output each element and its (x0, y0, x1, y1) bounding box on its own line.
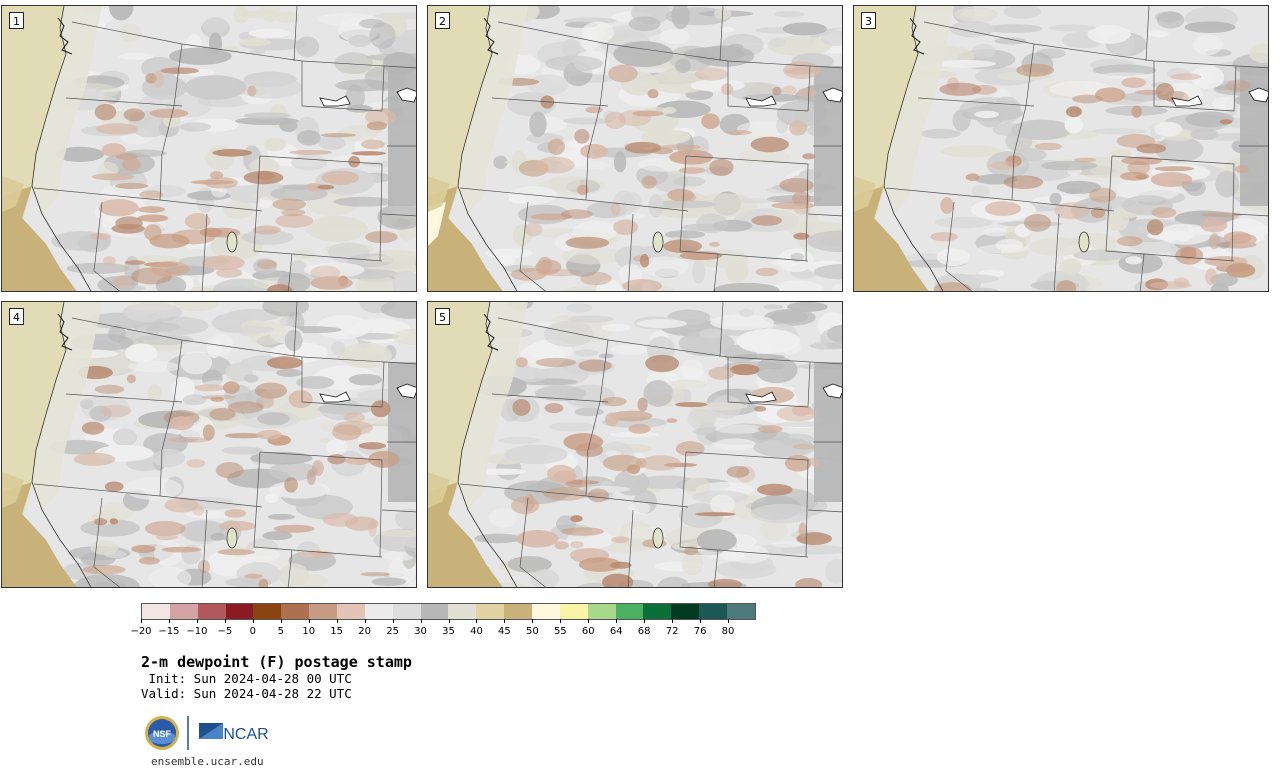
colorbar-segment (225, 604, 254, 619)
init-time: Init: Sun 2024-04-28 00 UTC (141, 671, 352, 686)
colorbar-segment (476, 604, 505, 619)
colorbar-tick-label: 20 (358, 626, 371, 637)
dewpoint-map (2, 302, 416, 587)
colorbar-tick-label: 0 (249, 626, 256, 637)
colorbar-tick-label: 80 (721, 626, 735, 637)
colorbar-segment (392, 604, 421, 619)
valid-time: Valid: Sun 2024-04-28 22 UTC (141, 686, 352, 701)
colorbar-tick-label: 45 (498, 626, 511, 637)
stamp-member-label: 1 (9, 12, 24, 29)
colorbar-segment (337, 604, 365, 619)
colorbar-tick-mark (364, 619, 366, 623)
colorbar-segment (671, 604, 700, 619)
colorbar-tick-mark (672, 619, 674, 623)
colorbar-segment (504, 604, 533, 619)
plot-title: 2-m dewpoint (F) postage stamp (141, 653, 412, 671)
site-url: ensemble.ucar.edu (151, 755, 264, 768)
colorbar-segment (420, 604, 449, 619)
colorbar-segment (253, 604, 282, 619)
colorbar-tick-label: 5 (277, 626, 284, 637)
colorbar-tick-mark (308, 619, 310, 623)
colorbar-tick-label: 40 (470, 626, 483, 637)
colorbar-tick-mark (616, 619, 618, 623)
colorbar-tick-mark (448, 619, 450, 623)
dewpoint-map (428, 302, 842, 587)
colorbar (141, 603, 756, 620)
colorbar-tick-mark (532, 619, 534, 623)
stamp-panel-2: 2 (427, 5, 843, 292)
nsf-logo: NSF (145, 716, 179, 750)
colorbar-segment (559, 604, 588, 619)
stamp-panel-5: 5 (427, 301, 843, 588)
colorbar-tick-mark (700, 619, 702, 623)
colorbar-tick-mark (196, 619, 198, 623)
colorbar-ticks: −20 −15 −10 −5 0 5 10 15 20 25 30 35 40 45 50 55 60 64 68 7… (130, 619, 756, 643)
colorbar-segment (643, 604, 672, 619)
ncar-logo: NCAR (199, 723, 269, 743)
colorbar-tick-label: −10 (186, 626, 208, 637)
colorbar-tick-label: 68 (637, 626, 651, 637)
colorbar-tick-label: 10 (302, 626, 316, 637)
nsf-logo-text: NSF (153, 729, 172, 739)
colorbar-segment (699, 604, 728, 619)
colorbar-tick-mark (476, 619, 478, 623)
colorbar-tick-mark (504, 619, 506, 623)
colorbar-tick-mark (420, 619, 422, 623)
colorbar-tick-mark (252, 619, 254, 623)
colorbar-tick-mark (280, 619, 282, 623)
colorbar-segment (587, 604, 616, 619)
stamp-member-label: 5 (435, 308, 450, 325)
colorbar-segment (309, 604, 338, 619)
colorbar-tick-label: −15 (158, 626, 180, 637)
stamp-member-label: 4 (9, 308, 24, 325)
logos: NSF NCAR (145, 716, 269, 750)
colorbar-tick-mark (560, 619, 562, 623)
colorbar-tick-mark (588, 619, 590, 623)
colorbar-tick-label: 55 (553, 626, 567, 637)
colorbar-tick-label: −5 (217, 626, 233, 637)
colorbar-tick-label: 76 (693, 626, 707, 637)
colorbar-tick-mark (728, 619, 730, 623)
colorbar-tick-mark (644, 619, 646, 623)
colorbar-tick-mark (141, 619, 142, 623)
colorbar-segment (615, 604, 644, 619)
colorbar-tick-label: 60 (581, 626, 595, 637)
colorbar-segment (532, 604, 560, 619)
stamp-panel-3: 3 (853, 5, 1269, 292)
colorbar-segment (169, 604, 198, 619)
colorbar-segment (197, 604, 226, 619)
dewpoint-map (2, 6, 416, 291)
colorbar-tick-mark (224, 619, 226, 623)
stamp-member-label: 3 (861, 12, 876, 29)
colorbar-tick-label: 35 (442, 626, 455, 637)
stamp-panel-1: 1 (1, 5, 417, 292)
colorbar-segment (727, 604, 755, 619)
stamp-panel-4: 4 (1, 301, 417, 588)
dewpoint-map (854, 6, 1268, 291)
colorbar-tick-label: 64 (609, 626, 623, 637)
colorbar-tick-mark (168, 619, 170, 623)
ncar-logo-text: NCAR (223, 726, 268, 743)
colorbar-tick-label: 25 (386, 626, 399, 637)
colorbar-segment (142, 604, 170, 619)
colorbar-segment (364, 604, 393, 619)
colorbar-segment (448, 604, 477, 619)
colorbar-tick-label: 30 (414, 626, 427, 637)
colorbar-tick-label: 72 (665, 626, 679, 637)
dewpoint-map (428, 6, 842, 291)
colorbar-tick-mark (336, 619, 338, 623)
colorbar-tick-label: 50 (525, 626, 539, 637)
colorbar-tick-label: −20 (130, 626, 152, 637)
colorbar-segment (281, 604, 310, 619)
colorbar-tick-mark (392, 619, 394, 623)
stamp-member-label: 2 (435, 12, 450, 29)
colorbar-tick-label: 15 (330, 626, 344, 637)
